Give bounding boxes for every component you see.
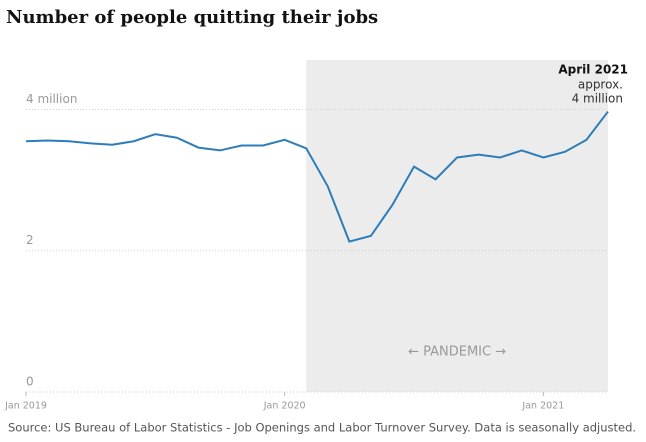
line-series — [25, 110, 609, 243]
x-tick-label: Jan 2021 — [521, 401, 564, 412]
y-tick-label: 0 — [26, 375, 34, 389]
annotation-title: April 2021 — [558, 63, 628, 77]
annotation-line: 4 million — [572, 92, 623, 106]
source: Source: US Bureau of Labor Statistics - … — [8, 421, 636, 435]
y-tick-label: 4 million — [26, 92, 77, 106]
pandemic-label: ← PANDEMIC → — [408, 345, 506, 360]
annotation-line: approx. — [578, 78, 623, 92]
x-tick-label: Jan 2020 — [263, 401, 306, 412]
y-tick-label: 2 — [26, 233, 34, 247]
pandemic-shade — [306, 60, 608, 392]
chart-title: Number of people quitting their jobs — [6, 7, 378, 28]
x-tick-label: Jan 2019 — [4, 401, 47, 412]
